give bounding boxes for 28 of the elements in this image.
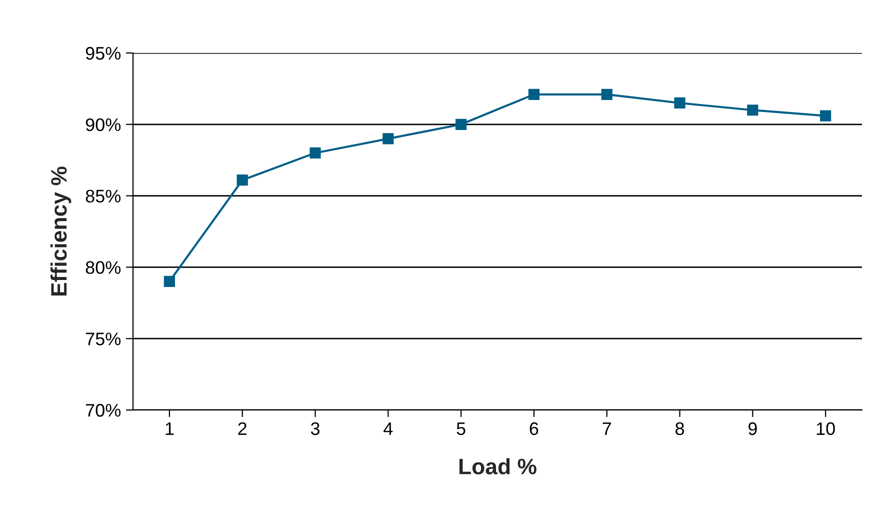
point: [164, 276, 176, 288]
y-tick-label: 80%: [86, 261, 121, 274]
point: [747, 104, 758, 116]
y-tick-label: 70%: [86, 404, 121, 417]
y-tick-label: 75%: [86, 332, 121, 346]
x-tick-label: 8: [676, 422, 684, 436]
x-tick-label: 10: [816, 422, 835, 436]
point: [674, 97, 686, 109]
point: [382, 133, 394, 144]
x-tick-label: 2: [238, 422, 246, 435]
x-tick-label: 3: [310, 422, 320, 436]
point: [601, 88, 612, 100]
y-tick-label: 90%: [86, 118, 121, 132]
point: [310, 147, 321, 159]
y-axis-title: Efficiency %: [50, 166, 72, 296]
x-tick-label: 6: [530, 422, 538, 436]
x-tick-label: 4: [384, 422, 393, 435]
x-tick-label: 7: [602, 422, 611, 435]
x-tick-label: 1: [166, 422, 174, 435]
x-axis-title: Load %: [459, 458, 536, 474]
y-tick-label: 85%: [86, 190, 121, 203]
point: [528, 88, 540, 100]
point: [455, 118, 467, 130]
x-tick-label: 5: [456, 422, 466, 436]
y-tick-label: 95%: [86, 46, 121, 60]
point: [236, 174, 248, 186]
point: [820, 110, 832, 122]
x-tick-label: 9: [748, 422, 757, 436]
